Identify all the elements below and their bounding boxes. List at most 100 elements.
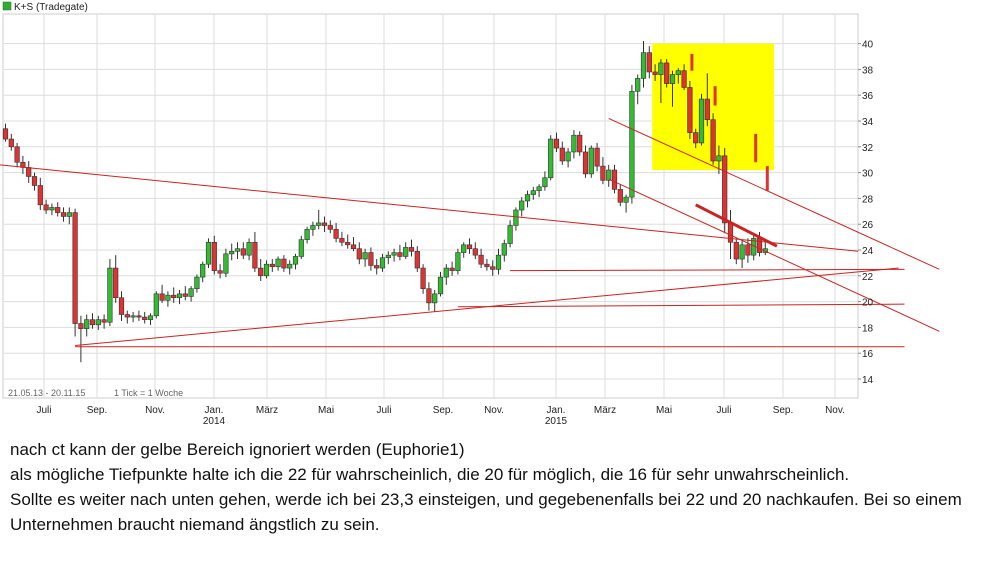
candle [362,248,368,267]
candle [611,164,618,194]
candle-body [258,267,264,277]
candle [339,231,345,247]
candle-body [287,263,293,269]
candle-body [281,258,287,269]
candle-body [55,207,61,213]
candle [171,287,177,303]
candle-body [664,62,670,84]
candle-body [756,238,763,253]
y-tick-label: 28 [862,194,874,205]
candle [652,64,658,82]
candle-body [524,194,531,202]
candle [739,239,745,269]
candle-body [414,250,420,269]
y-tick-label: 40 [862,40,874,51]
candle-body [171,294,177,299]
candle-body [635,78,641,92]
x-tick-label: Nov. [145,405,165,416]
candle [234,242,241,260]
candle-body [710,119,716,162]
candle [617,184,623,207]
candle-body [716,155,722,162]
candle [281,255,287,272]
candle [646,46,652,79]
trendline [695,203,778,248]
candle-body [240,248,246,256]
candle [495,248,502,275]
candle-body [298,239,304,257]
y-tick-label: 14 [862,375,874,386]
candle [327,220,333,234]
candle-body [507,225,513,244]
candle-body [443,267,449,278]
candle-body [426,288,432,304]
candle-body [629,91,635,198]
x-tick-label: Juli [36,405,51,416]
stock-chart: 14 16 18 20 22 24 26 28 30 32 34 36 38 40 Juli Sep. Nov… [0,1,940,427]
candle-body [495,254,502,270]
candle [240,242,246,260]
y-tick-label: 26 [862,220,874,231]
candle [379,253,386,272]
candle-body [675,70,681,75]
y-axis: 14 16 18 20 22 24 26 28 30 32 34 36 38 40 [858,40,874,386]
candle [594,142,600,172]
x-year-label: 2014 [203,416,226,427]
candle-body [327,225,333,230]
candle-body [652,71,658,75]
candle [182,286,188,301]
candle [130,311,136,323]
candle [693,128,699,149]
candle-body [263,263,270,277]
candle [548,135,554,181]
candle [664,59,670,88]
candle [681,64,687,91]
y-tick-label: 16 [862,349,874,360]
x-tick-label: März [256,405,278,416]
candle-body [26,167,32,177]
candle-body [95,319,101,326]
candle-body [553,138,560,149]
candle [356,242,362,265]
candle [43,199,49,214]
candle-body [600,165,606,181]
candle-body [275,258,281,268]
candle [113,255,119,303]
candle [704,73,710,127]
candle [565,148,571,168]
candle-body [246,241,252,256]
candle-body [333,229,339,239]
candle [455,248,461,275]
candle [640,41,647,88]
candle [72,208,78,337]
candle-body [321,222,328,226]
candle-body [687,87,693,133]
candle-body [693,132,699,144]
candle [530,186,536,200]
candle [84,314,90,337]
candle-body [733,241,739,260]
x-tick-label: Sep. [773,405,794,416]
candle [269,259,275,272]
trendline [608,117,940,270]
candle [698,93,705,146]
x-tick-label: Nov. [825,405,845,416]
trendline [510,268,905,272]
candle [310,221,316,236]
candle [577,131,583,156]
candle-body [142,316,148,320]
candle-body [130,315,136,318]
candle-body [606,169,612,181]
candle-body [60,212,67,217]
trendline [608,178,940,332]
candle [95,315,101,330]
candle-body [374,265,380,269]
candle-body [182,293,188,297]
y-tick-label: 22 [862,272,874,283]
candle-body [101,319,107,323]
candle-body [252,241,258,269]
candle-body [356,248,362,260]
y-tick-label: 36 [862,91,874,102]
candle-body [466,244,473,250]
candle [733,238,739,265]
